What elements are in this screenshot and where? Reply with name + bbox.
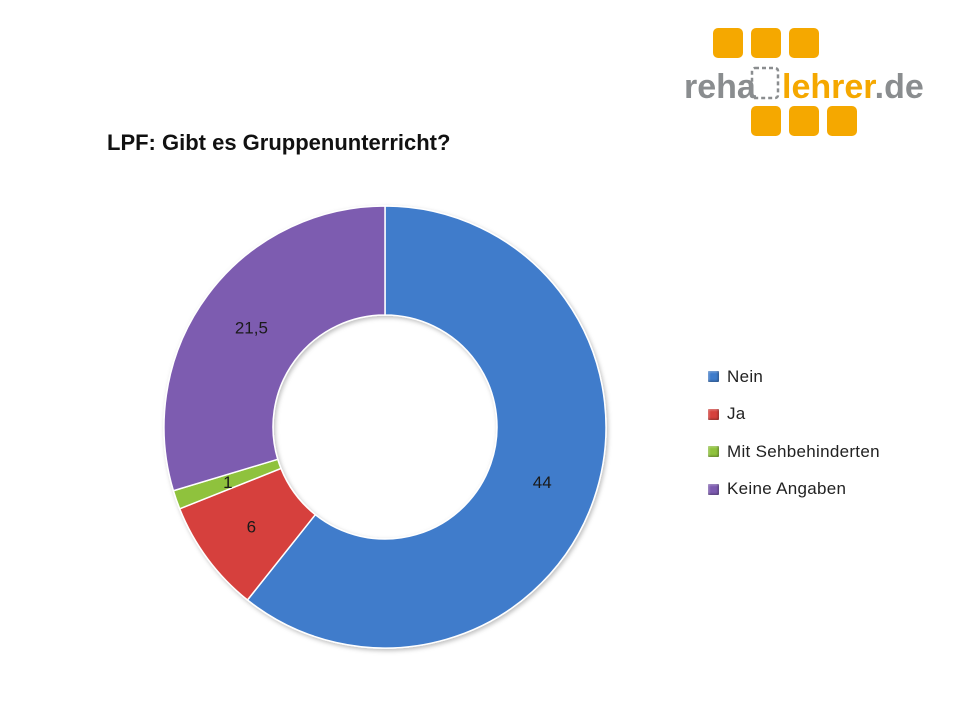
legend-item-keine-angaben: Keine Angaben bbox=[708, 471, 880, 509]
legend-item-nein: Nein bbox=[708, 358, 880, 396]
legend-item-ja: Ja bbox=[708, 396, 880, 434]
chart-legend: Nein Ja Mit Sehbehinderten Keine Angaben bbox=[708, 358, 880, 508]
slice-nein bbox=[246, 205, 607, 649]
logo-text-lehrer-main: lehrer bbox=[782, 68, 876, 106]
data-label-nein: 44 bbox=[533, 473, 552, 492]
data-label-keine-angaben: 21,5 bbox=[235, 319, 268, 338]
logo-squares-top bbox=[713, 28, 819, 58]
logo-squares-bottom bbox=[751, 106, 857, 136]
data-label-mit-sehbehinderten: 1 bbox=[223, 473, 232, 492]
legend-swatch bbox=[708, 483, 719, 495]
legend-label: Keine Angaben bbox=[727, 479, 847, 499]
legend-swatch bbox=[708, 446, 719, 458]
chart-title: LPF: Gibt es Gruppenunterricht? bbox=[107, 130, 451, 155]
legend-item-mit-sehbehinderten: Mit Sehbehinderten bbox=[708, 433, 880, 471]
legend-swatch bbox=[708, 408, 719, 420]
legend-label: Mit Sehbehinderten bbox=[727, 441, 880, 461]
logo-text-suffix: .de bbox=[875, 68, 924, 106]
data-label-ja: 6 bbox=[247, 517, 256, 536]
slice-keine-angaben bbox=[163, 205, 386, 492]
legend-swatch bbox=[708, 371, 719, 383]
legend-label: Nein bbox=[727, 366, 764, 386]
logo-dashed-square bbox=[750, 66, 780, 100]
logo-text-lehrer: lehrer.de bbox=[782, 68, 924, 106]
legend-label: Ja bbox=[727, 404, 746, 424]
rehalehrer-logo: reha lehrer.de bbox=[684, 28, 924, 136]
logo-text-reha: reha bbox=[684, 68, 757, 106]
